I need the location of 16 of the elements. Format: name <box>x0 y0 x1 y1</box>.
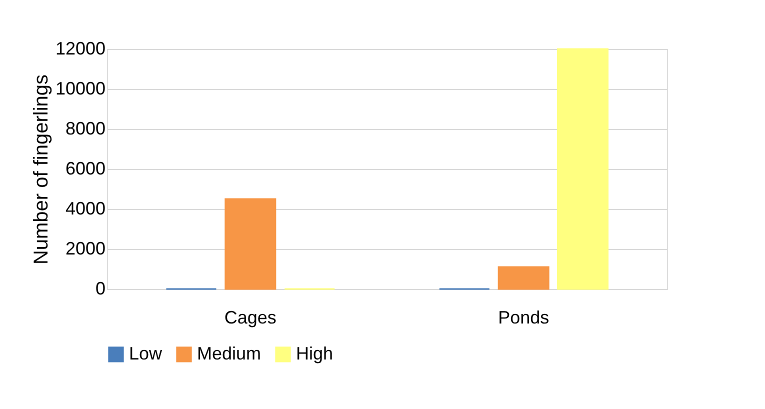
bar <box>557 48 609 290</box>
y-tick-label: 10000 <box>55 78 106 98</box>
legend-label: Medium <box>197 343 262 364</box>
y-tick-label: 0 <box>95 278 106 298</box>
legend-label: High <box>296 343 334 364</box>
y-tick-label: 2000 <box>65 238 106 258</box>
y-tick-label: 4000 <box>65 198 106 218</box>
y-tick-label: 6000 <box>65 158 106 178</box>
bar <box>498 266 550 290</box>
bar <box>224 198 276 290</box>
legend-label: Low <box>129 343 164 364</box>
y-tick-label: 12000 <box>55 38 106 58</box>
y-tick-label: 8000 <box>65 118 106 138</box>
x-tick-label: Cages <box>224 308 276 328</box>
y-axis-title: Number of fingerlings <box>30 74 52 265</box>
x-tick-label: Ponds <box>498 308 550 328</box>
